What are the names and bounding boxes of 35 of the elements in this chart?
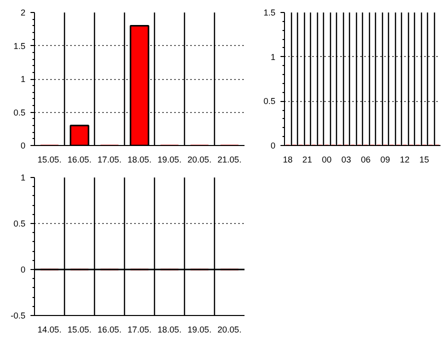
y-tick-label: 1 bbox=[270, 52, 276, 62]
y-tick-label: 2 bbox=[20, 8, 26, 18]
y-tick-label: 1 bbox=[20, 172, 26, 182]
x-tick-label: 21.05. bbox=[217, 154, 242, 164]
x-tick-label: 18.05. bbox=[157, 324, 182, 334]
y-tick-label: 1 bbox=[20, 74, 26, 84]
y-tick-label: 0.5 bbox=[13, 107, 26, 118]
x-tick-label: 17.05. bbox=[127, 324, 152, 334]
y-tick-label: 0 bbox=[270, 140, 276, 150]
x-tick-label: 12 bbox=[400, 154, 410, 164]
x-tick-label: 15.05. bbox=[37, 154, 62, 164]
x-tick-label: 19.05. bbox=[187, 324, 212, 334]
x-tick-label: 09 bbox=[380, 154, 390, 164]
y-tick-label: 0.5 bbox=[13, 218, 26, 228]
x-tick-label: 15 bbox=[419, 154, 430, 164]
x-tick-label: 18.05. bbox=[127, 154, 152, 164]
x-tick-label: 17.05. bbox=[97, 154, 122, 164]
x-tick-label: 16.05. bbox=[67, 154, 92, 164]
y-tick-label: 0.5 bbox=[263, 96, 276, 106]
x-tick-label: 15.05. bbox=[67, 324, 92, 334]
x-tick-label: 03 bbox=[341, 154, 352, 164]
y-tick-label: 0 bbox=[20, 264, 26, 274]
x-tick-label: 00 bbox=[322, 154, 332, 164]
x-tick-label: 14.05. bbox=[37, 324, 62, 334]
x-tick-label: 16.05. bbox=[97, 324, 122, 334]
y-tick-label: 1.5 bbox=[13, 40, 26, 51]
x-tick-label: 20.05. bbox=[217, 324, 242, 334]
y-tick-label: -0.5 bbox=[10, 310, 26, 320]
y-tick-label: 1.5 bbox=[263, 8, 276, 18]
x-tick-label: 06 bbox=[360, 154, 371, 164]
x-tick-label: 18 bbox=[282, 154, 293, 164]
x-tick-label: 20.05. bbox=[187, 154, 212, 164]
x-tick-label: 19.05. bbox=[157, 154, 182, 164]
x-tick-label: 21 bbox=[302, 154, 312, 164]
y-tick-label: 0 bbox=[20, 140, 26, 150]
